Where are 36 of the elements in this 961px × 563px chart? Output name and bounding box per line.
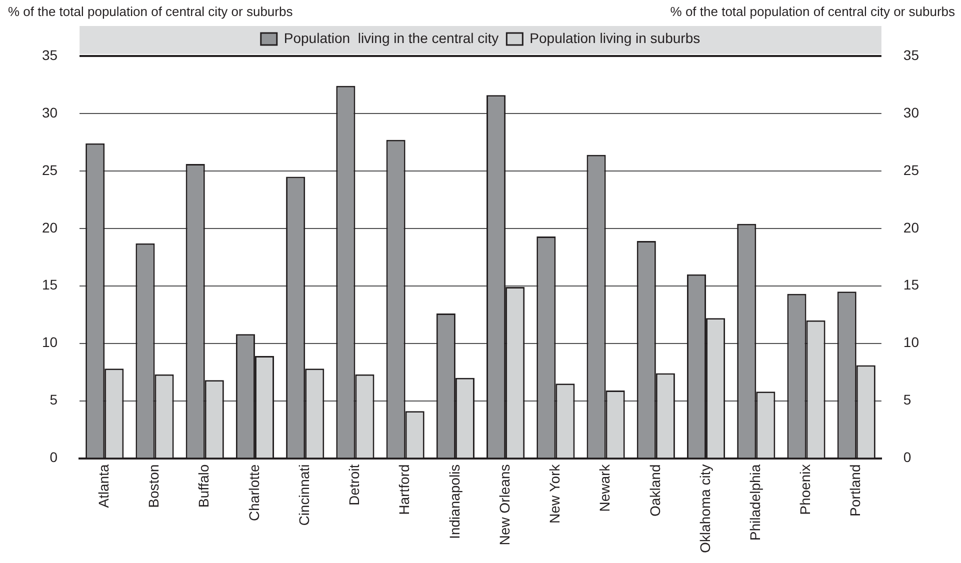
y2-tick-label: 10 <box>903 334 920 350</box>
y-tick-label: 30 <box>42 104 58 120</box>
x-tick-label: New Orleans <box>496 464 512 546</box>
x-tick-label: Indianapolis <box>446 464 462 540</box>
x-tick-label: Atlanta <box>95 464 112 508</box>
x-tick-label: Buffalo <box>196 464 212 508</box>
x-tick-label: Hartford <box>396 464 412 515</box>
legend-label: Population living in suburbs <box>530 30 700 46</box>
y2-tick-label: 15 <box>903 276 920 293</box>
y2-tick-label: 20 <box>903 219 920 236</box>
x-tick-label: Boston <box>146 464 162 508</box>
y-tick-label: 10 <box>42 334 58 350</box>
y2-tick-label: 25 <box>903 162 920 178</box>
x-tick-label: Detroit <box>346 464 362 506</box>
x-tick-label: Charlotte <box>246 464 262 522</box>
y-tick-label: 15 <box>42 276 58 293</box>
y-axis-title: % of the total population of central city or suburbs <box>8 4 294 20</box>
x-tick-label: Philadelphia <box>746 464 763 541</box>
x-tick-label: Oakland <box>646 464 663 516</box>
y-tick-label: 20 <box>42 219 58 236</box>
x-tick-label: Cincinnati <box>296 464 312 526</box>
y2-tick-label: 0 <box>903 449 912 466</box>
x-tick-label: Phoenix <box>797 464 814 515</box>
y-tick-label: 5 <box>50 392 58 408</box>
y2-tick-label: 35 <box>903 46 920 63</box>
x-tick-label: Newark <box>596 463 613 512</box>
y-tick-label: 35 <box>42 46 58 63</box>
y2-tick-label: 5 <box>903 392 912 408</box>
x-tick-label: Oklahoma city <box>696 464 713 554</box>
y-tick-label: 0 <box>50 449 58 466</box>
legend-label: Population living in the central city <box>284 30 499 46</box>
y2-axis-title: % of the total population of central city or suburbs <box>670 4 956 20</box>
y-tick-label: 25 <box>42 162 58 178</box>
y2-tick-label: 30 <box>903 104 920 120</box>
x-tick-label: New York <box>546 463 563 524</box>
x-tick-label: Portland <box>847 464 864 516</box>
